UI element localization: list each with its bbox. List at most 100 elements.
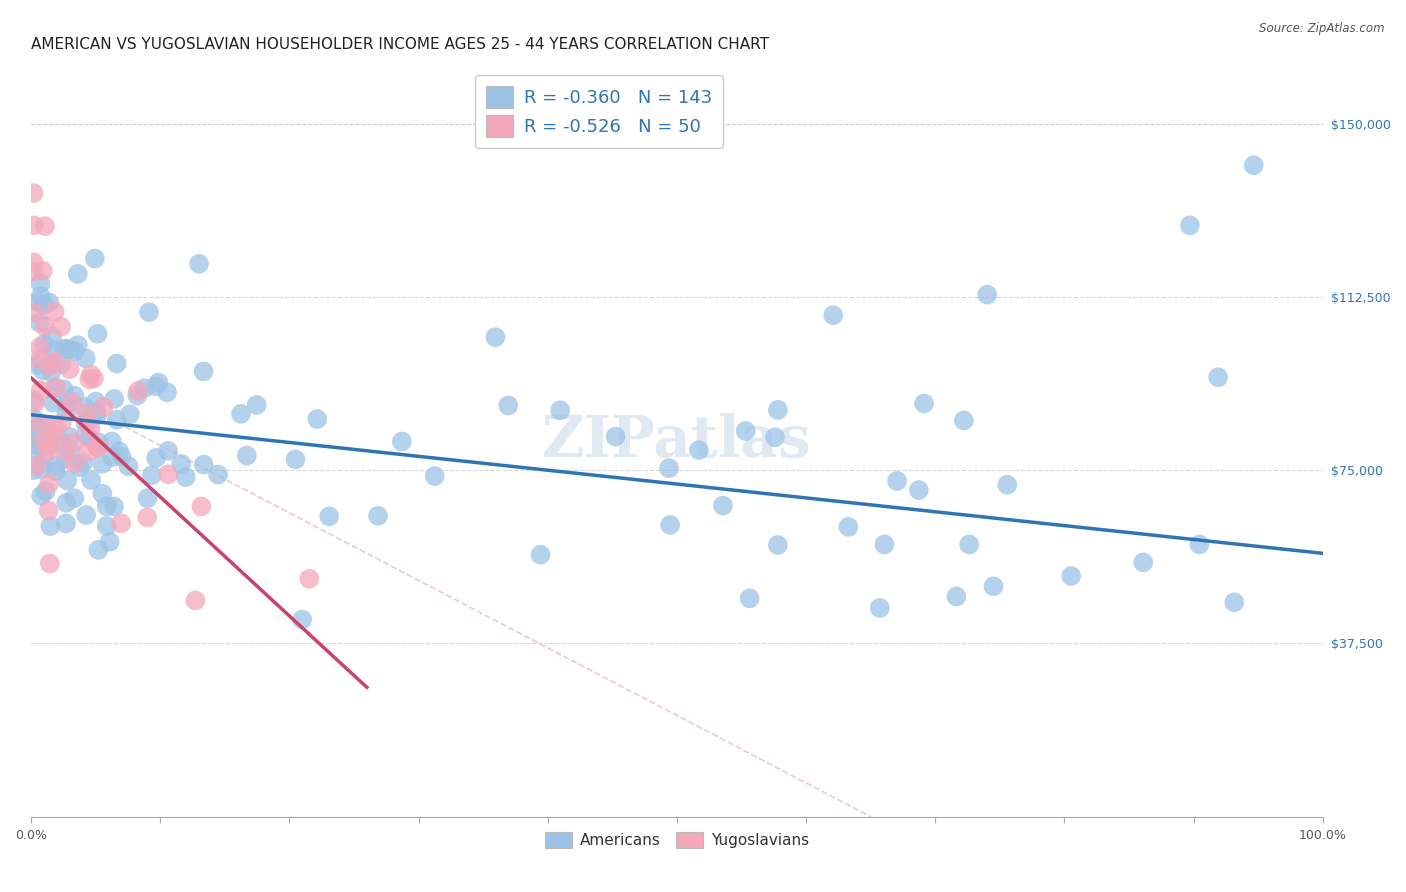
Point bbox=[32, 337, 55, 351]
Point bbox=[25, 358, 48, 372]
Point bbox=[45, 421, 67, 435]
Point bbox=[103, 392, 125, 406]
Point bbox=[55, 496, 77, 510]
Point bbox=[548, 403, 571, 417]
Point bbox=[22, 463, 45, 477]
Point bbox=[75, 407, 97, 421]
Point bbox=[73, 400, 96, 414]
Point bbox=[79, 431, 101, 445]
Point bbox=[44, 464, 66, 478]
Point bbox=[766, 402, 789, 417]
Point bbox=[98, 534, 121, 549]
Point bbox=[1188, 537, 1211, 551]
Point bbox=[22, 255, 45, 269]
Point bbox=[77, 372, 100, 386]
Point bbox=[49, 357, 72, 371]
Point bbox=[103, 500, 125, 514]
Point bbox=[766, 538, 789, 552]
Point bbox=[56, 342, 79, 356]
Legend: Americans, Yugoslavians: Americans, Yugoslavians bbox=[538, 826, 815, 854]
Point bbox=[498, 399, 520, 413]
Point bbox=[284, 452, 307, 467]
Point bbox=[52, 382, 75, 396]
Point bbox=[34, 319, 56, 334]
Point bbox=[174, 470, 197, 484]
Point bbox=[157, 443, 180, 458]
Point bbox=[30, 277, 52, 291]
Point bbox=[96, 519, 118, 533]
Point bbox=[738, 591, 761, 606]
Point bbox=[22, 219, 45, 233]
Point bbox=[31, 363, 53, 377]
Text: Source: ZipAtlas.com: Source: ZipAtlas.com bbox=[1260, 22, 1385, 36]
Point bbox=[45, 458, 67, 473]
Point bbox=[93, 400, 115, 414]
Point bbox=[77, 444, 100, 458]
Point bbox=[56, 474, 79, 488]
Point bbox=[711, 499, 734, 513]
Point bbox=[75, 428, 97, 442]
Point bbox=[27, 295, 49, 310]
Point bbox=[75, 351, 97, 366]
Point bbox=[912, 396, 935, 410]
Point bbox=[86, 409, 108, 423]
Point bbox=[38, 503, 60, 517]
Point bbox=[318, 509, 340, 524]
Point bbox=[188, 257, 211, 271]
Point bbox=[32, 434, 55, 448]
Point bbox=[31, 462, 53, 476]
Text: AMERICAN VS YUGOSLAVIAN HOUSEHOLDER INCOME AGES 25 - 44 YEARS CORRELATION CHART: AMERICAN VS YUGOSLAVIAN HOUSEHOLDER INCO… bbox=[31, 37, 769, 53]
Point bbox=[823, 308, 845, 322]
Point bbox=[75, 416, 97, 430]
Point bbox=[246, 398, 269, 412]
Point bbox=[157, 467, 180, 482]
Point bbox=[908, 483, 931, 497]
Point bbox=[484, 330, 506, 344]
Point bbox=[38, 295, 60, 310]
Point bbox=[39, 433, 62, 447]
Point bbox=[80, 422, 103, 436]
Point bbox=[91, 486, 114, 500]
Point bbox=[83, 371, 105, 385]
Point bbox=[63, 344, 86, 359]
Point bbox=[1178, 219, 1201, 233]
Point bbox=[117, 459, 139, 474]
Point bbox=[86, 440, 108, 454]
Point bbox=[22, 393, 45, 408]
Point bbox=[80, 368, 103, 382]
Point bbox=[66, 267, 89, 281]
Point bbox=[41, 330, 63, 344]
Point bbox=[42, 343, 65, 357]
Point bbox=[307, 412, 329, 426]
Point bbox=[957, 537, 980, 551]
Point bbox=[170, 457, 193, 471]
Point bbox=[59, 343, 82, 357]
Point bbox=[30, 417, 52, 431]
Point bbox=[63, 491, 86, 505]
Point bbox=[886, 474, 908, 488]
Point bbox=[34, 219, 56, 234]
Point bbox=[38, 477, 60, 491]
Point bbox=[38, 557, 60, 571]
Point bbox=[605, 429, 627, 443]
Point bbox=[688, 443, 710, 458]
Point bbox=[91, 457, 114, 471]
Point bbox=[101, 450, 124, 465]
Point bbox=[953, 413, 976, 427]
Point bbox=[190, 500, 212, 514]
Point bbox=[207, 467, 229, 482]
Point bbox=[59, 362, 82, 376]
Point bbox=[127, 384, 149, 398]
Point bbox=[83, 252, 105, 266]
Point bbox=[55, 516, 77, 531]
Point bbox=[28, 340, 51, 354]
Text: ZIPatlas: ZIPatlas bbox=[543, 413, 811, 469]
Point bbox=[45, 381, 67, 395]
Point bbox=[127, 388, 149, 402]
Point bbox=[1223, 595, 1246, 609]
Point bbox=[84, 404, 107, 418]
Point bbox=[945, 590, 967, 604]
Point bbox=[22, 437, 45, 451]
Point bbox=[52, 342, 75, 356]
Point bbox=[22, 186, 45, 200]
